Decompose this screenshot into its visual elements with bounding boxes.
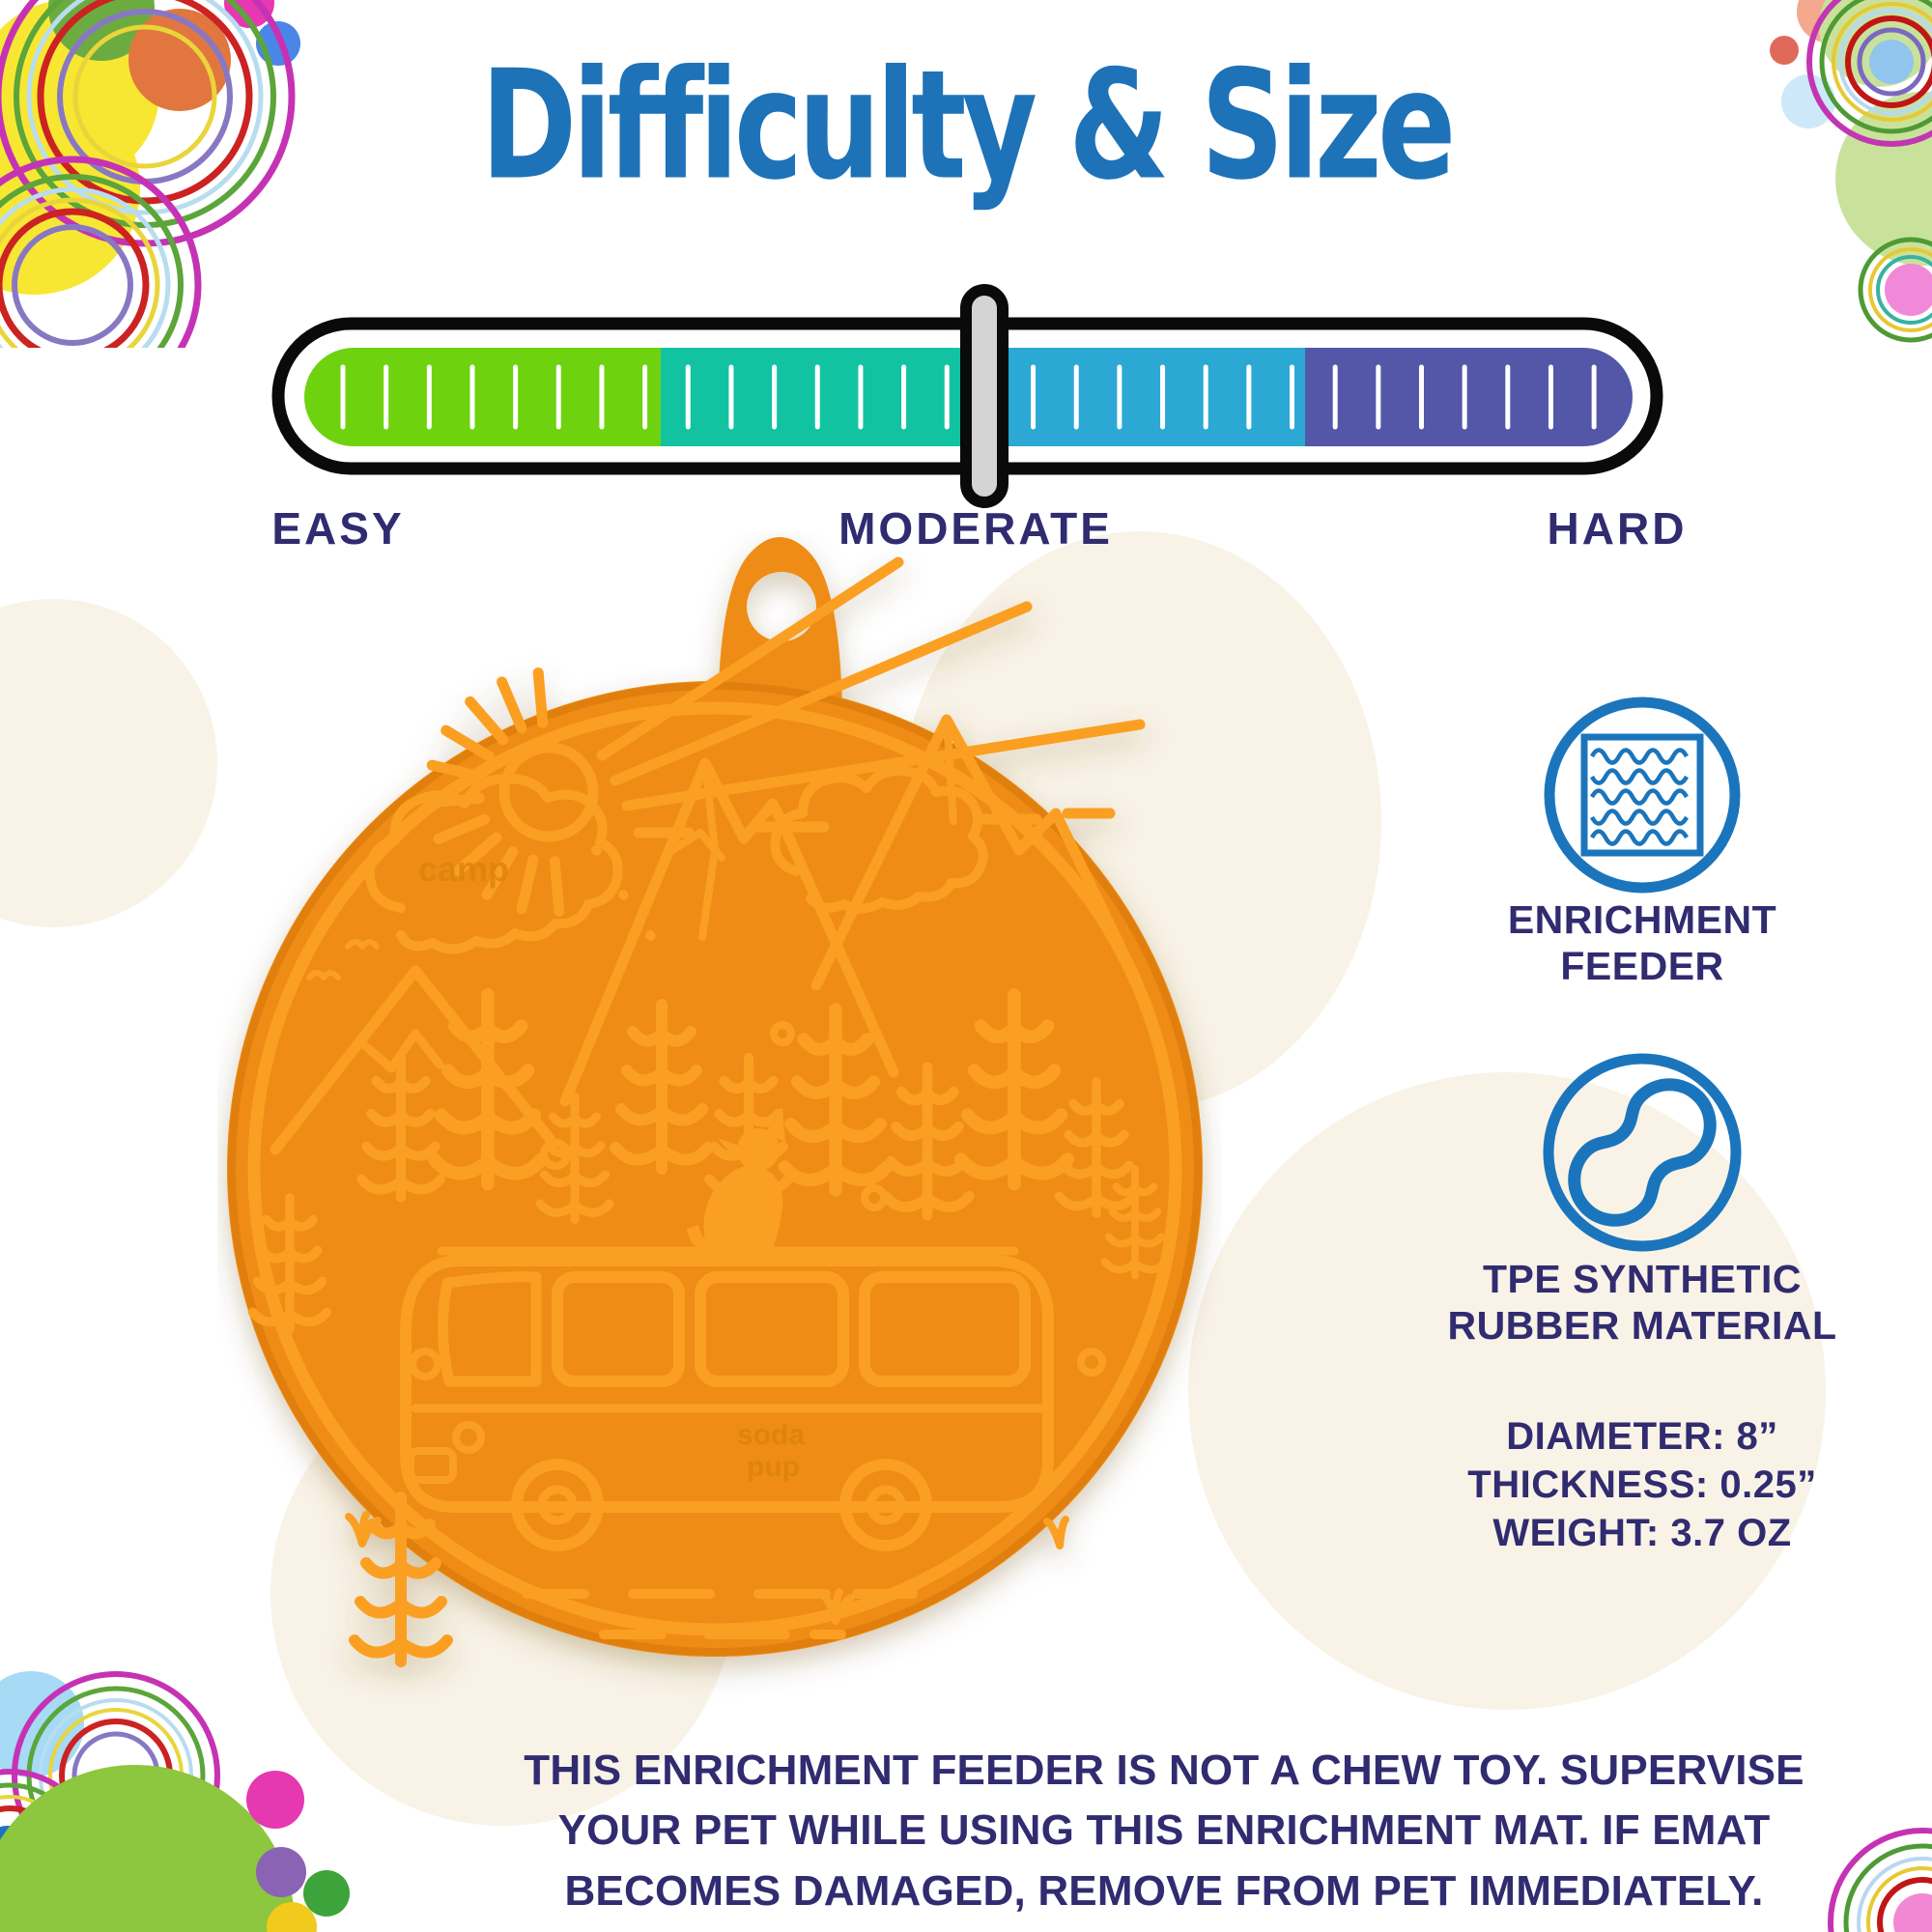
segment-mod-hard [985, 348, 1305, 446]
segment-hard [1305, 348, 1633, 446]
difficulty-slider [271, 284, 1663, 508]
mat-cloud-left: camp [365, 774, 623, 954]
slider-track [304, 348, 1633, 446]
maze-icon [1544, 696, 1741, 894]
mat-camper-van: soda pup [400, 1246, 1054, 1551]
slider-handle [960, 284, 1009, 508]
slider-tick-marks [340, 364, 1597, 430]
mat-logo-pup: pup [747, 1451, 800, 1483]
decorative-circles-top-right [1770, 0, 1932, 343]
product-specs: DIAMETER: 8” THICKNESS: 0.25” WEIGHT: 3.… [1439, 1412, 1845, 1557]
feature-label-enrichment-feeder: ENRICHMENT FEEDER [1507, 897, 1777, 989]
decorative-circles-bottom-left [0, 1671, 350, 1932]
peanut-icon [1543, 1053, 1742, 1252]
difficulty-label-hard: HARD [1547, 503, 1688, 554]
decorative-circles-bottom-right [1828, 1828, 1932, 1932]
mat-birds [306, 939, 380, 980]
enrichment-mat-product: camp [227, 537, 1203, 1710]
mat-sun-beams [596, 556, 1146, 838]
segment-easy-mod [661, 348, 985, 446]
mat-vent-holes [409, 1021, 1106, 1380]
spec-thickness: THICKNESS: 0.25” [1467, 1463, 1817, 1506]
mat-grass-road [345, 1511, 1069, 1639]
mat-logo-soda: soda [737, 1419, 805, 1451]
spec-weight: WEIGHT: 3.7 OZ [1492, 1512, 1792, 1554]
decorative-circles-top-left [0, 0, 300, 348]
segment-easy [304, 348, 661, 446]
difficulty-label-moderate: MODERATE [838, 503, 1113, 554]
mat-cloud-text: camp [418, 849, 509, 889]
mat-cloud-right [770, 765, 988, 914]
difficulty-label-easy: EASY [271, 503, 405, 554]
feature-label-tpe-material: TPE SYNTHETIC RUBBER MATERIAL [1447, 1257, 1837, 1349]
page-title-text: Difficulty & Size [480, 39, 1457, 213]
mat-dog [687, 1107, 785, 1256]
safety-warning-text: THIS ENRICHMENT FEEDER IS NOT A CHEW TOY… [524, 1747, 1804, 1915]
spec-diameter: DIAMETER: 8” [1506, 1415, 1778, 1458]
mat-hang-tab [718, 537, 842, 715]
page-title: Difficulty & Size [0, 39, 1932, 213]
